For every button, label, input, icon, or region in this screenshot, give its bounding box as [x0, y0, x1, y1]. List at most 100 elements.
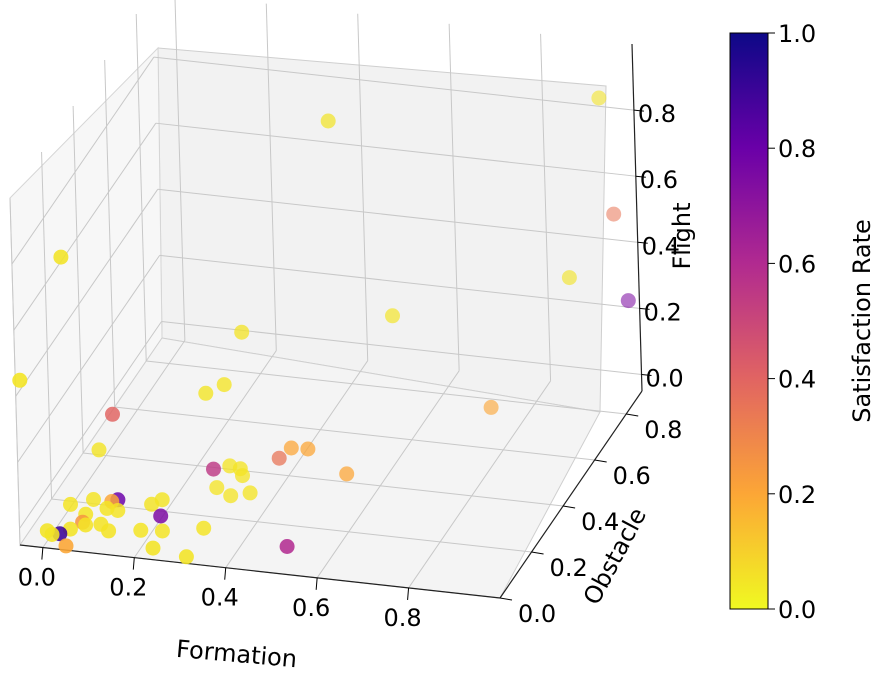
colorbar-tick-label-0: 0.0	[778, 596, 816, 624]
x-tick-label-2: 0.4	[201, 584, 239, 612]
grid-x-floor-1	[133, 350, 277, 558]
data-point-21	[339, 466, 355, 482]
y-tick-mark-1	[531, 551, 544, 555]
data-point-1	[591, 90, 607, 106]
colorbar-gradient	[729, 32, 769, 610]
grid-z-back-4	[153, 56, 634, 111]
z-tick-label-1: 0.2	[644, 298, 682, 326]
y-tick-mark-3	[594, 459, 607, 463]
colorbar: 0.0 0.2 0.4 0.6 0.8 1.0 Satisfaction Rate	[729, 20, 876, 624]
z-axis-label: Flight	[668, 203, 696, 270]
grid-x-floor-3	[316, 370, 460, 579]
z-tick-label-3: 0.6	[640, 166, 678, 194]
x-tick-mark-0	[41, 547, 44, 560]
data-point-37	[78, 517, 94, 533]
grid-y-floor-4	[146, 360, 627, 415]
data-point-44	[154, 523, 170, 539]
data-point-12	[206, 461, 221, 477]
data-point-3	[606, 206, 622, 222]
colorbar-tick-label-2: 0.4	[778, 366, 816, 394]
data-point-45	[145, 540, 161, 556]
x-tick-label-1: 0.2	[109, 574, 147, 602]
data-point-4	[561, 270, 577, 286]
data-point-43	[133, 522, 149, 538]
grid-z-left-3	[13, 122, 157, 331]
data-point-0	[320, 113, 336, 129]
grid-z-back-2	[157, 188, 638, 243]
grid-x-floor-4	[408, 380, 551, 589]
axis-ticks: 0.0 0.2 0.4 0.6 0.8 0.0 0.2 0.4 0.6 0.8 0.0 0.2 0.4 0…	[18, 100, 684, 632]
grid-y-floor-2	[83, 452, 564, 507]
grid-y-floor-3	[114, 406, 595, 461]
grid-y-left-2	[72, 105, 84, 454]
data-point-46	[196, 520, 212, 536]
data-point-49	[279, 539, 295, 554]
data-point-23	[91, 442, 107, 458]
y-tick-label-0: 0.0	[518, 600, 556, 628]
grid-x-back-0	[174, 0, 186, 341]
x-tick-mark-1	[132, 557, 135, 570]
y-tick-label-4: 0.8	[644, 416, 682, 444]
data-point-11	[198, 385, 214, 401]
data-point-19	[223, 488, 239, 504]
grid-z-left-0	[19, 321, 162, 529]
data-point-9	[105, 406, 120, 422]
data-point-48	[178, 549, 194, 565]
grid-z-left-1	[17, 255, 161, 463]
grid-x-floor-2	[225, 360, 369, 568]
y-axis-line	[499, 390, 643, 599]
data-point-27	[63, 496, 78, 512]
colorbar-tick-label-3: 0.6	[778, 250, 816, 278]
data-point-35	[44, 527, 60, 542]
x-axis-line	[19, 544, 501, 599]
grid-y-left-1	[41, 151, 53, 500]
data-point-6	[234, 324, 250, 340]
colorbar-label: Satisfaction Rate	[848, 219, 876, 423]
x-tick-mark-4	[407, 587, 410, 600]
colorbar-tick-label-1: 0.2	[778, 481, 816, 509]
data-point-10	[216, 377, 232, 393]
data-point-5	[620, 293, 636, 309]
x-tick-label-0: 0.0	[18, 564, 56, 592]
z-tick-label-4: 0.8	[638, 100, 676, 128]
data-point-15	[271, 450, 287, 466]
data-point-18	[209, 480, 225, 496]
data-point-7	[385, 308, 400, 324]
data-point-20	[483, 399, 499, 415]
data-point-30	[99, 500, 115, 516]
y-tick-label-3: 0.6	[613, 462, 651, 490]
grid-z-left-4	[11, 56, 155, 265]
y-tick-label-2: 0.4	[581, 508, 619, 536]
grid-y-left-3	[104, 59, 116, 408]
grid-x-back-1	[265, 3, 277, 351]
data-point-24	[86, 492, 101, 507]
z-tick-mark-2	[637, 241, 648, 244]
data-point-16	[232, 461, 248, 477]
grid-x-back-3	[448, 23, 460, 371]
data-points	[12, 90, 636, 565]
data-point-8	[12, 372, 28, 388]
data-point-2	[53, 249, 69, 265]
data-point-47	[242, 485, 258, 501]
y-tick-mark-4	[626, 413, 639, 417]
z-tick-mark-3	[635, 175, 646, 178]
grid-z-back-3	[155, 122, 636, 177]
data-point-22	[300, 441, 316, 457]
data-point-42	[153, 508, 169, 524]
x-tick-label-3: 0.6	[292, 594, 330, 622]
x-tick-label-4: 0.8	[383, 604, 421, 632]
grid-y-left-0	[9, 197, 21, 546]
z-tick-mark-4	[633, 109, 644, 112]
z-tick-label-0: 0.0	[646, 364, 684, 392]
grid-y-floor-1	[51, 498, 532, 553]
y-tick-mark-0	[499, 597, 513, 601]
data-point-40	[144, 496, 160, 512]
grid-y-left-4	[135, 13, 147, 362]
grid-lines	[9, 0, 643, 599]
x-tick-mark-2	[224, 567, 227, 580]
colorbar-ticks: 0.0 0.2 0.4 0.6 0.8 1.0	[768, 20, 816, 624]
y-tick-mark-2	[563, 505, 576, 509]
grid-z-left-2	[15, 189, 159, 397]
grid-x-back-2	[357, 13, 369, 361]
